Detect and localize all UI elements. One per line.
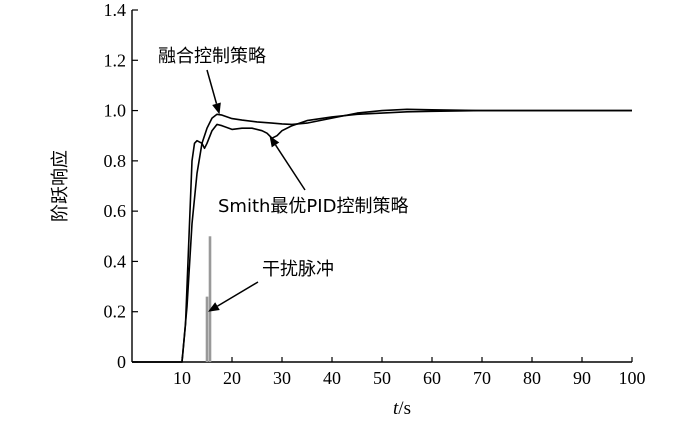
- x-tick-label: 10: [173, 368, 191, 388]
- annotation-arrow-line: [217, 281, 259, 307]
- x-tick-label: 20: [223, 368, 241, 388]
- annotation-arrow-line: [274, 144, 306, 191]
- x-tick-label: 80: [523, 368, 541, 388]
- disturbance-pulses: [205, 236, 212, 362]
- y-tick-label: 0.4: [104, 251, 127, 271]
- annotation-arrow-head: [212, 102, 221, 115]
- y-tick-label: 1.0: [104, 101, 127, 121]
- series-line-1: [132, 108, 632, 363]
- y-tick-label: 1.4: [104, 0, 127, 20]
- series-lines: [132, 108, 632, 363]
- text-labels: 0 0.2 0.4 0.6 0.8 1.0 1.2 1.4 10 20 30 40 50 60 70 80 90…: [50, 0, 646, 419]
- disturbance-pulse: [208, 236, 212, 362]
- annotation-label-3: 干扰脉冲: [262, 259, 334, 280]
- x-axis-label: t/s: [393, 398, 411, 419]
- annotation-label-2: Smith最优PID控制策略: [218, 196, 408, 217]
- y-tick-label: 1.2: [104, 50, 127, 70]
- x-tick-label: 60: [423, 368, 441, 388]
- annotation-label-1: 融合控制策略: [158, 46, 266, 67]
- y-tick-label: 0: [117, 352, 126, 372]
- x-tick-label: 40: [323, 368, 341, 388]
- annotation-arrow-head: [269, 135, 280, 148]
- y-tick-label: 0.2: [104, 302, 127, 322]
- y-tick-label: 0.6: [104, 201, 127, 221]
- y-axis-label: 阶跃响应: [50, 150, 71, 222]
- annotation-arrow-line: [206, 69, 218, 104]
- series-line-2: [132, 109, 632, 363]
- y-tick-label: 0.8: [104, 151, 127, 171]
- x-tick-label: 50: [373, 368, 391, 388]
- x-tick-label: 30: [273, 368, 291, 388]
- x-tick-label: 100: [619, 368, 646, 388]
- disturbance-pulse: [205, 296, 209, 362]
- annotation-arrows: [206, 69, 306, 312]
- x-tick-label: 90: [573, 368, 591, 388]
- annotation-arrow-head: [208, 302, 220, 312]
- x-tick-label: 70: [473, 368, 491, 388]
